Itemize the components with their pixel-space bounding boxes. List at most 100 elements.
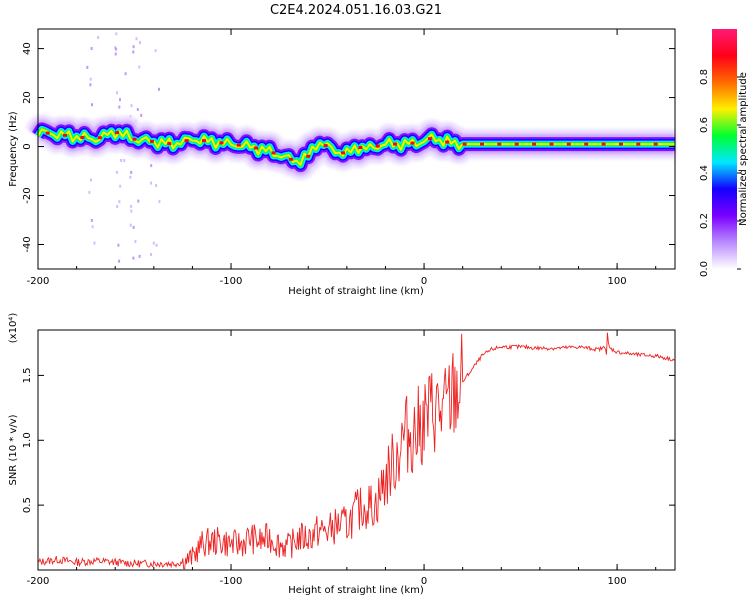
spectrogram-speckle	[150, 164, 153, 168]
spectrogram-speckle	[132, 256, 135, 260]
spectrogram-speckle	[123, 159, 126, 162]
spectrogram-peak	[653, 142, 658, 146]
spectrogram-peak	[532, 142, 537, 146]
spectrogram-speckle	[130, 209, 133, 213]
spectrogram-speckle	[155, 243, 158, 247]
spectrogram-peak	[80, 136, 85, 139]
spectrogram-speckle	[118, 259, 121, 263]
spectrogram-frame	[37, 28, 676, 270]
spectrogram-speckle	[124, 72, 127, 76]
spectrogram-peak	[167, 142, 172, 146]
spectrogram-peak	[549, 142, 554, 146]
colorbar-tick-label: 0.2	[699, 213, 710, 229]
spectrogram-speckle	[132, 225, 135, 229]
spectrogram-peak	[427, 137, 432, 141]
spectrogram-speckle	[129, 175, 132, 179]
spectrogram-speckle	[90, 178, 92, 182]
snr-x-label: Height of straight line (km)	[288, 585, 424, 596]
spectrogram-speckle	[158, 200, 161, 204]
spectrogram-y-tick-label: 20	[22, 91, 33, 104]
spectrogram-peak	[445, 140, 450, 144]
spectrogram-speckle	[116, 205, 119, 208]
spectrogram-y-tick-label: 40	[22, 42, 33, 55]
spectrogram-speckle	[116, 91, 118, 95]
spectrogram-speckle	[93, 241, 96, 245]
spectrogram-peak	[584, 142, 589, 146]
snr-x-tick-label: -100	[220, 576, 243, 587]
spectrogram-speckle	[134, 240, 137, 243]
spectrogram-speckle	[119, 98, 121, 102]
snr-y-tick-label: 1.0	[22, 432, 33, 448]
spectrogram-speckle	[150, 253, 152, 256]
spectrogram-speckle	[89, 77, 92, 81]
spectrogram-peak	[410, 141, 415, 145]
colorbar-label: Normalized spectral amplitude	[738, 72, 749, 226]
snr-series-line	[37, 332, 676, 570]
spectrogram-peak	[480, 142, 484, 146]
spectrogram-peak	[132, 137, 137, 141]
spectrogram-peak	[97, 136, 102, 140]
spectrogram-y-tick-label: -20	[22, 187, 33, 203]
spectrogram-peak	[462, 142, 467, 146]
spectrogram-speckle	[139, 41, 141, 45]
spectrogram-speckle	[97, 36, 100, 39]
spectrogram-speckle	[114, 52, 117, 56]
snr-marks	[37, 332, 676, 570]
spectrogram-speckle	[117, 243, 120, 247]
colorbar-tick-label: 0.4	[699, 165, 710, 181]
snr-y-tick-label: 1.5	[22, 367, 33, 383]
spectrogram-speckle	[152, 241, 155, 245]
snr-y-multiplier: (x10⁴)	[8, 313, 19, 344]
spectrogram-panel: -200 -100 0 100 40 20 0 -20 -40 Height of straig…	[8, 28, 687, 297]
spectrogram-speckle	[129, 223, 132, 227]
spectrogram-speckle	[120, 159, 123, 162]
snr-axes: -200 -100 0 100 0.5 1.0 1.5	[22, 330, 675, 587]
spectrogram-speckle	[130, 170, 133, 174]
spectrogram-peak	[184, 139, 189, 143]
spectrogram-x-tick-label: -100	[220, 276, 243, 287]
spectrogram-peak	[636, 142, 641, 146]
snr-x-tick-label: 100	[608, 576, 627, 587]
snr-frame	[37, 329, 676, 571]
spectrogram-speckle	[135, 37, 138, 41]
snr-panel: -200 -100 0 100 0.5 1.0 1.5 Height of straight…	[8, 313, 676, 596]
spectrogram-speckle	[132, 50, 135, 54]
spectrogram-speckle	[140, 113, 143, 117]
spectrogram-speckle	[119, 184, 122, 188]
spectrogram-peak	[288, 157, 293, 161]
spectrogram-peak	[306, 154, 311, 158]
colorbar: 0.0 0.2 0.4 0.6 0.8 Normalized spectral ampl…	[699, 29, 749, 277]
spectrogram-x-tick-label: 0	[421, 276, 427, 287]
spectrogram-speckle	[115, 47, 118, 51]
spectrogram-peak	[358, 146, 363, 149]
spectrogram-peak	[115, 131, 120, 135]
snr-plot-area	[38, 330, 675, 570]
spectrogram-peak	[271, 151, 276, 155]
spectrogram-peak	[393, 142, 398, 146]
figure-title: C2E4.2024.051.16.03.G21	[270, 3, 442, 18]
spectrogram-peak	[514, 142, 519, 146]
spectrogram-peak	[254, 146, 259, 150]
spectrogram-speckle	[150, 181, 153, 185]
spectrogram-speckle	[115, 32, 118, 36]
colorbar-tick-label: 0.6	[699, 117, 710, 133]
spectrogram-speckle	[118, 200, 121, 204]
spectrogram-speckle	[90, 218, 93, 222]
spectrogram-x-tick-label: -200	[27, 276, 50, 287]
snr-x-tick-label: 0	[421, 576, 427, 587]
spectrogram-peak	[375, 144, 380, 148]
snr-x-tick-label: -200	[27, 576, 50, 587]
spectrogram-speckle	[91, 103, 93, 107]
spectrogram-speckle	[137, 199, 140, 203]
spectrogram-peak	[236, 143, 241, 147]
spectrogram-peak	[566, 142, 571, 146]
spectrogram-peak	[601, 142, 606, 146]
spectrogram-peak	[341, 151, 345, 155]
snr-y-tick-label: 0.5	[22, 497, 33, 513]
spectrogram-y-label: Frequency (Hz)	[8, 111, 19, 187]
spectrogram-speckle	[130, 204, 133, 208]
spectrogram-marks	[25, 32, 687, 263]
colorbar-tick-label: 0.0	[699, 261, 710, 277]
spectrogram-speckle	[91, 225, 94, 229]
